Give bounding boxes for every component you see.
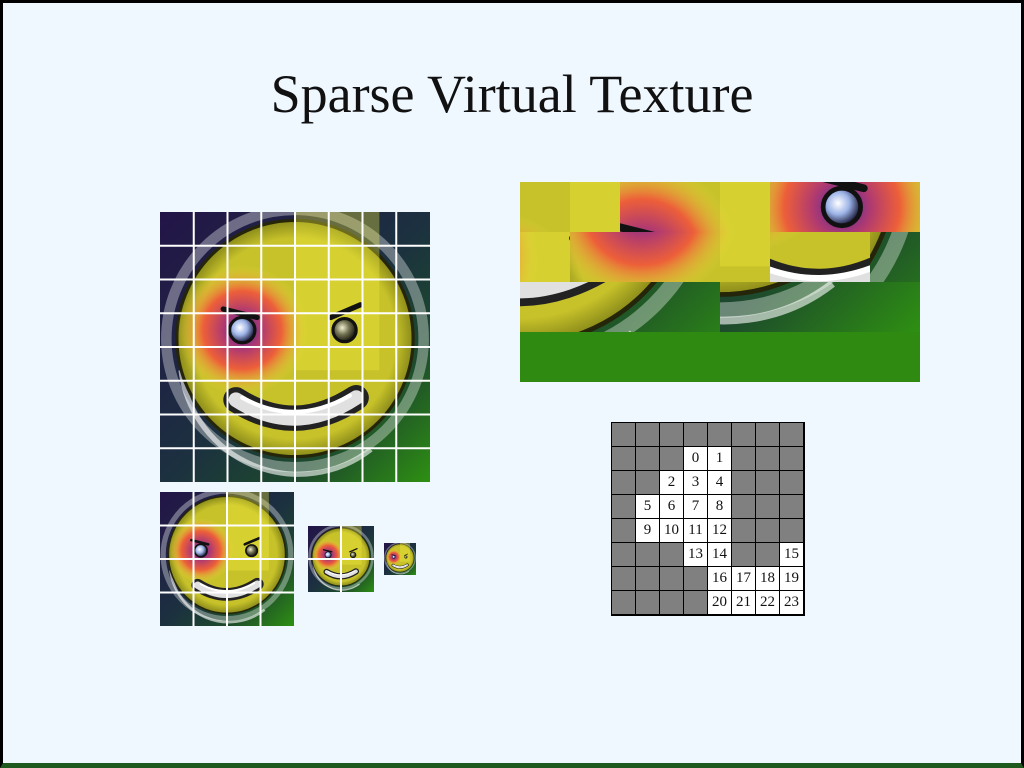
atlas-tile — [770, 182, 820, 232]
page-table-entry: 12 — [708, 519, 731, 542]
page-table-entry: 9 — [636, 519, 659, 542]
page-table-empty-cell — [660, 423, 683, 446]
page-table-entry: 11 — [684, 519, 707, 542]
page-table-entry: 2 — [660, 471, 683, 494]
atlas-tile — [570, 182, 620, 232]
page-table-entry: 4 — [708, 471, 731, 494]
atlas-tile — [620, 232, 670, 282]
slide-title: Sparse Virtual Texture — [270, 64, 754, 124]
page-table-empty-cell — [732, 447, 755, 470]
page-table-empty-cell — [612, 543, 635, 566]
page-table-entry: 0 — [684, 447, 707, 470]
atlas-tile — [820, 182, 870, 232]
page-table-empty-cell — [636, 567, 659, 590]
atlas-tile — [820, 232, 870, 282]
page-table-empty-cell — [756, 471, 779, 494]
page-table-empty-cell — [732, 471, 755, 494]
page-table-empty-cell — [612, 447, 635, 470]
physical-texture-atlas — [520, 182, 920, 382]
page-table-empty-cell — [636, 591, 659, 614]
page-table-empty-cell — [612, 591, 635, 614]
atlas-tile — [770, 282, 820, 332]
page-table-entry: 13 — [684, 543, 707, 566]
page-table-empty-cell — [756, 495, 779, 518]
atlas-tile — [720, 232, 770, 282]
page-table-empty-cell — [636, 447, 659, 470]
page-table-entry: 21 — [732, 591, 755, 614]
atlas-tile — [720, 182, 770, 232]
atlas-tile — [770, 232, 820, 282]
page-table-empty-cell — [756, 423, 779, 446]
page-table-empty-cell — [612, 471, 635, 494]
page-table-empty-cell — [708, 423, 731, 446]
page-table-entry: 5 — [636, 495, 659, 518]
page-table-empty-cell — [732, 519, 755, 542]
atlas-tile — [870, 182, 920, 232]
page-table-entry: 16 — [708, 567, 731, 590]
page-table-empty-cell — [732, 495, 755, 518]
page-table-empty-cell — [684, 591, 707, 614]
page-table-empty-cell — [780, 495, 803, 518]
atlas-tile — [720, 282, 770, 332]
page-table-entry: 8 — [708, 495, 731, 518]
page-table-entry: 17 — [732, 567, 755, 590]
page-table-empty-cell — [684, 567, 707, 590]
page-table-empty-cell — [660, 567, 683, 590]
page-table-empty-cell — [612, 495, 635, 518]
atlas-tile — [520, 282, 570, 332]
page-table-empty-cell — [660, 543, 683, 566]
page-table-entry: 3 — [684, 471, 707, 494]
page-table-entry: 19 — [780, 567, 803, 590]
page-table-empty-cell — [636, 543, 659, 566]
page-table-entry: 10 — [660, 519, 683, 542]
page-table-empty-cell — [780, 519, 803, 542]
page-table-entry: 20 — [708, 591, 731, 614]
page-table-entry: 14 — [708, 543, 731, 566]
page-table-empty-cell — [780, 423, 803, 446]
virtual-texture-mip-2 — [308, 526, 374, 592]
atlas-tile — [570, 232, 620, 282]
atlas-tile — [520, 232, 570, 282]
page-table-empty-cell — [756, 543, 779, 566]
atlas-tile — [820, 282, 870, 332]
page-table-empty-cell — [780, 471, 803, 494]
virtual-texture-mip-1 — [160, 492, 294, 626]
page-table-entry: 6 — [660, 495, 683, 518]
atlas-tile — [670, 282, 720, 332]
page-table-entry: 15 — [780, 543, 803, 566]
atlas-tile — [870, 282, 920, 332]
page-table-entry: 7 — [684, 495, 707, 518]
page-table-empty-cell — [684, 423, 707, 446]
page-table-empty-cell — [780, 447, 803, 470]
page-table-entry: 18 — [756, 567, 779, 590]
page-table-empty-cell — [756, 447, 779, 470]
atlas-tile — [670, 232, 720, 282]
virtual-texture-mip-0 — [160, 212, 430, 482]
atlas-tile — [870, 232, 920, 282]
page-table-empty-cell — [612, 567, 635, 590]
page-table-entry: 23 — [780, 591, 803, 614]
atlas-tile — [520, 182, 570, 232]
page-table-empty-cell — [636, 423, 659, 446]
page-table-empty-cell — [636, 471, 659, 494]
virtual-texture-mip-3 — [384, 543, 416, 575]
page-table-empty-cell — [660, 591, 683, 614]
page-table-empty-cell — [756, 519, 779, 542]
page-table-empty-cell — [660, 447, 683, 470]
page-table-entry: 1 — [708, 447, 731, 470]
atlas-tile — [620, 282, 670, 332]
atlas-tile — [670, 182, 720, 232]
atlas-tile — [620, 182, 670, 232]
atlas-tile — [570, 282, 620, 332]
page-table-entry: 22 — [756, 591, 779, 614]
page-table-empty-cell — [612, 519, 635, 542]
page-table-empty-cell — [612, 423, 635, 446]
page-table-empty-cell — [732, 543, 755, 566]
page-table: 0 1 2 3 4 5 6 7 8 9 10 11 12 13 14 15 16 17 18 19 20 21 22 23 — [611, 422, 805, 616]
page-table-empty-cell — [732, 423, 755, 446]
